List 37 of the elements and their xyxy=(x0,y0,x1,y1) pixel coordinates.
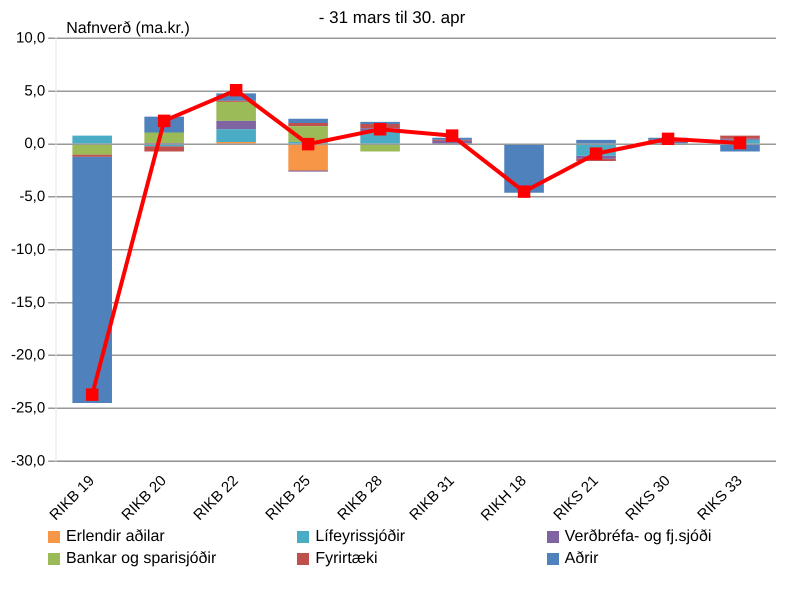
bar xyxy=(216,102,256,121)
y-tick-label: -25,0 xyxy=(10,399,46,416)
y-axis-title: Nafnverð (ma.kr.) xyxy=(66,20,190,37)
y-tick-label: -15,0 xyxy=(10,294,46,311)
bar xyxy=(288,118,328,123)
point xyxy=(734,136,746,150)
point xyxy=(374,123,386,136)
legend-label: Fyrirtæki xyxy=(315,550,378,568)
legend-label: Bankar og sparisjóðir xyxy=(66,550,216,568)
point xyxy=(662,132,674,146)
bar xyxy=(72,156,112,404)
point xyxy=(302,138,314,150)
y-tick-label: -20,0 xyxy=(10,346,46,364)
bar xyxy=(72,144,112,155)
y-tick-label: -5,0 xyxy=(19,188,46,206)
legend-label: Aðrir xyxy=(564,550,598,568)
bar xyxy=(288,144,328,171)
legend-label: Verðbréfa- og fj.sjóði xyxy=(564,528,712,546)
point xyxy=(230,84,242,96)
y-tick-label: -10,0 xyxy=(10,240,46,258)
chart-title: - 31 mars til 30. apr xyxy=(318,8,466,27)
y-tick-label: 5,0 xyxy=(24,82,46,100)
bar xyxy=(216,129,256,142)
point xyxy=(518,185,530,198)
y-tick-label: -30,0 xyxy=(10,452,46,470)
y-tick-label: 10,0 xyxy=(16,30,46,47)
point xyxy=(590,147,602,160)
bar xyxy=(360,144,400,152)
bar xyxy=(576,140,616,144)
y-tick-label: 0,0 xyxy=(24,135,46,152)
point xyxy=(86,388,98,401)
legend-label: Lífeyrissjóðir xyxy=(315,528,406,546)
point xyxy=(446,129,458,142)
bar xyxy=(72,136,112,144)
bar xyxy=(288,122,328,126)
legend-label: Erlendir aðilar xyxy=(66,528,165,546)
bar xyxy=(216,120,256,130)
